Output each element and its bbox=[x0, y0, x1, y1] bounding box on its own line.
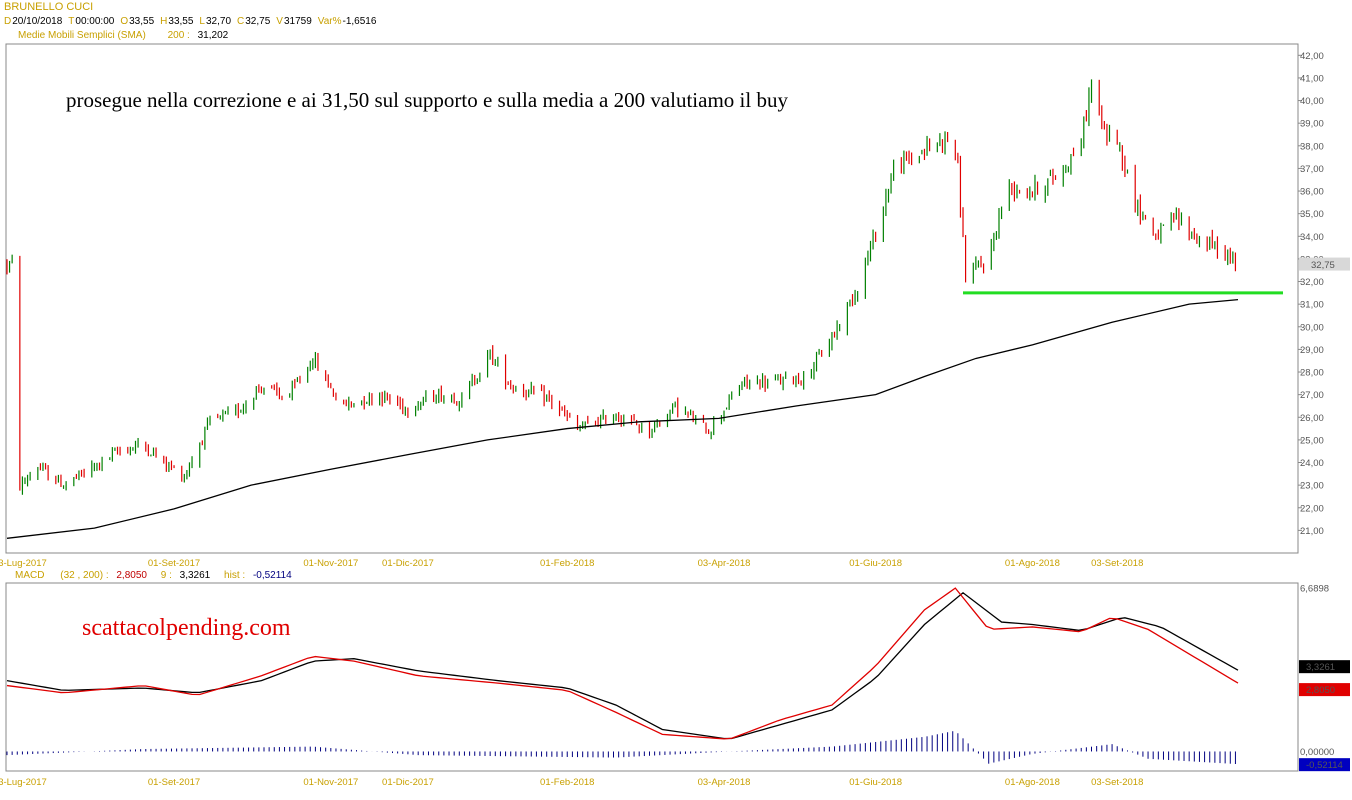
price-tick-label-15: 36,00 bbox=[1300, 187, 1324, 198]
price-tick-label-10: 31,00 bbox=[1300, 300, 1324, 311]
price-date-label-4: 01-Feb-2018 bbox=[540, 558, 594, 569]
price-tick-label-17: 38,00 bbox=[1300, 141, 1324, 152]
signal-value-box bbox=[1299, 660, 1350, 674]
macd-label: MACD bbox=[15, 570, 45, 581]
sma-legend: Medie Mobili Semplici (SMA) 200 : 31,202 bbox=[18, 30, 229, 42]
price-date-label-7: 01-Ago-2018 bbox=[1005, 558, 1060, 569]
sma-line-group bbox=[6, 291, 1283, 539]
price-tick-label-21: 42,00 bbox=[1300, 51, 1324, 62]
hist-value-box-text: -0,52114 bbox=[1306, 760, 1343, 771]
macd-date-label-0: 03-Lug-2017 bbox=[0, 777, 47, 788]
price-tick-label-0: 21,00 bbox=[1300, 526, 1324, 537]
last-price-box bbox=[1299, 257, 1350, 271]
macd-panel-frame bbox=[5, 582, 1299, 772]
price-tick-label-4: 25,00 bbox=[1300, 435, 1324, 446]
macd-date-label-1: 01-Set-2017 bbox=[148, 777, 200, 788]
macd-date-label-7: 01-Ago-2018 bbox=[1005, 777, 1060, 788]
price-tick-label-11: 32,00 bbox=[1300, 277, 1324, 288]
quote-key-1: T bbox=[68, 16, 75, 27]
price-date-label-5: 03-Apr-2018 bbox=[698, 558, 751, 569]
price-y-axis: 21,00 22,00 23,00 24,00 25,00 26,00 27,00 28,00… bbox=[1298, 51, 1350, 537]
instrument-title: BRUNELLO CUCI bbox=[4, 1, 94, 13]
quote-value-4: 32,70 bbox=[205, 16, 232, 27]
quote-value-0: 20/10/2018 bbox=[12, 16, 63, 27]
macd-lines: 6,6898 0,00000 3,3261 2,8050 -0,52114 bbox=[6, 584, 1350, 772]
price-date-label-1: 01-Set-2017 bbox=[148, 558, 200, 569]
price-tick-label-7: 28,00 bbox=[1300, 368, 1324, 379]
price-tick-label-20: 41,00 bbox=[1300, 73, 1324, 84]
quote-value-2: 33,55 bbox=[129, 16, 155, 27]
price-tick-label-16: 37,00 bbox=[1300, 164, 1324, 175]
macd-date-label-5: 03-Apr-2018 bbox=[698, 777, 751, 788]
quote-key-6: V bbox=[276, 16, 283, 27]
macd-date-label-8: 03-Set-2018 bbox=[1091, 777, 1143, 788]
quote-line: D20/10/2018 T00:00:00 O33,55 H33,55 L32,70 C3… bbox=[4, 16, 382, 28]
macd-tick-label-0: 6,6898 bbox=[1300, 584, 1329, 595]
macd-value: 2,8050 bbox=[116, 570, 147, 581]
watermark-text: scattacolpending.com bbox=[82, 615, 291, 641]
price-tick-label-18: 39,00 bbox=[1300, 119, 1324, 130]
price-date-label-3: 01-Dic-2017 bbox=[382, 558, 434, 569]
hist-value-box bbox=[1299, 758, 1350, 772]
price-tick-label-1: 22,00 bbox=[1300, 503, 1324, 514]
signal-value-box-text: 3,3261 bbox=[1306, 662, 1335, 673]
quote-value-3: 33,55 bbox=[168, 16, 194, 27]
price-tick-label-9: 30,00 bbox=[1300, 322, 1324, 333]
price-date-label-0: 03-Lug-2017 bbox=[0, 558, 47, 569]
price-date-label-8: 03-Set-2018 bbox=[1091, 558, 1143, 569]
quote-value-5: 32,75 bbox=[245, 16, 271, 27]
macd-legend: MACD (32 , 200) : 2,8050 9 : 3,3261 hist… bbox=[15, 570, 293, 582]
price-tick-label-6: 27,00 bbox=[1300, 390, 1324, 401]
price-tick-label-14: 35,00 bbox=[1300, 209, 1324, 220]
hist-value: -0,52114 bbox=[252, 570, 292, 581]
quote-value-1: 00:00:00 bbox=[75, 16, 115, 27]
signal-period: 9 : bbox=[160, 570, 172, 581]
price-tick-label-3: 24,00 bbox=[1300, 458, 1324, 469]
sma-period: 200 : bbox=[167, 30, 190, 41]
date-x-axis: 03-Lug-2017 03-Lug-2017 01-Set-2017 01-Set-… bbox=[0, 558, 1143, 788]
hist-label: hist : bbox=[224, 570, 246, 581]
macd-date-label-6: 01-Giu-2018 bbox=[849, 777, 902, 788]
macd-value-box bbox=[1299, 683, 1350, 697]
price-tick-label-19: 40,00 bbox=[1300, 96, 1324, 107]
last-price-label: 32,75 bbox=[1311, 260, 1335, 271]
price-tick-label-2: 23,00 bbox=[1300, 481, 1324, 492]
price-tick-label-13: 34,00 bbox=[1300, 232, 1324, 243]
signal-line bbox=[6, 591, 1239, 740]
price-date-label-6: 01-Giu-2018 bbox=[849, 558, 902, 569]
quote-key-7: Var% bbox=[317, 16, 342, 27]
signal-value: 3,3261 bbox=[179, 570, 211, 581]
price-tick-label-8: 29,00 bbox=[1300, 345, 1324, 356]
quote-value-7: -1,6516 bbox=[342, 16, 377, 27]
sma-value: 31,202 bbox=[197, 30, 229, 41]
quote-key-0: D bbox=[4, 16, 12, 27]
quote-key-2: O bbox=[120, 16, 129, 27]
macd-value-box-text: 2,8050 bbox=[1306, 685, 1335, 696]
macd-line bbox=[6, 587, 1239, 740]
quote-key-3: H bbox=[160, 16, 168, 27]
sma-label: Medie Mobili Semplici (SMA) bbox=[18, 30, 146, 41]
price-tick-label-5: 26,00 bbox=[1300, 413, 1324, 424]
macd-date-label-3: 01-Dic-2017 bbox=[382, 777, 434, 788]
price-panel-frame bbox=[5, 43, 1299, 554]
macd-date-label-4: 01-Feb-2018 bbox=[540, 777, 594, 788]
quote-key-4: L bbox=[199, 16, 205, 27]
price-date-label-2: 01-Nov-2017 bbox=[303, 558, 358, 569]
sma200-line bbox=[6, 298, 1239, 539]
quote-key-5: C bbox=[237, 16, 245, 27]
macd-tick-label-1: 0,00000 bbox=[1300, 747, 1334, 758]
quote-value-6: 31759 bbox=[283, 16, 312, 27]
macd-date-label-2: 01-Nov-2017 bbox=[303, 777, 358, 788]
macd-params: (32 , 200) : bbox=[60, 570, 109, 581]
annotation-text: prosegue nella correzione e ai 31,50 sul… bbox=[66, 88, 788, 112]
price-candles bbox=[6, 79, 1237, 495]
